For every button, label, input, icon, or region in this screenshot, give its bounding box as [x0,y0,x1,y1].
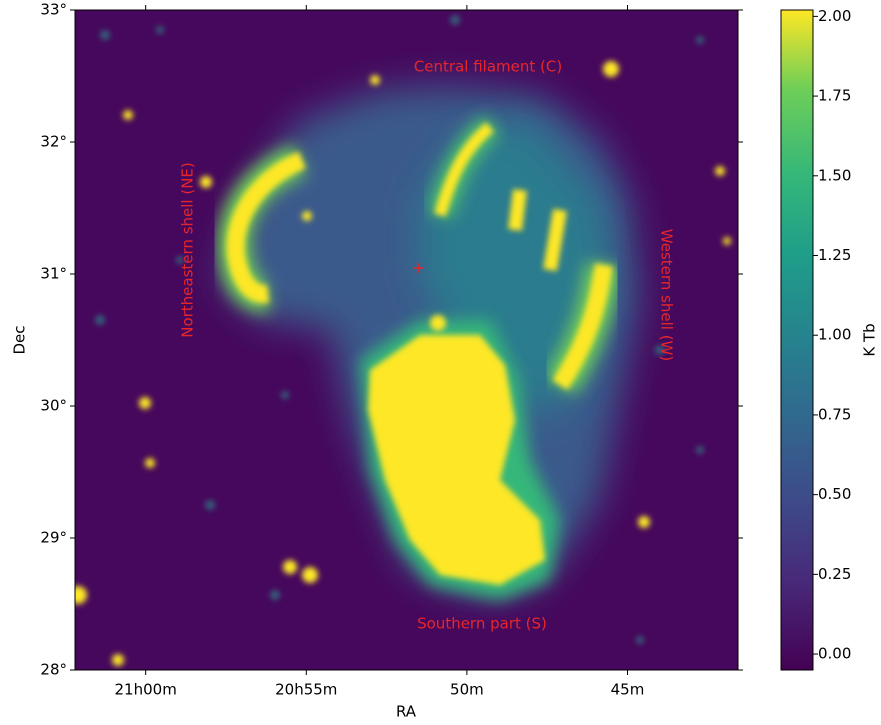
annotation: Western shell (W) [658,229,676,361]
y-tick-label: 29° [40,529,67,547]
plot-frame [74,9,739,671]
annotation: Southern part (S) [417,615,547,633]
y-tick-label: 32° [40,133,67,151]
colorbar-tick-label: 0.50 [818,485,851,503]
y-tick-label: 33° [40,1,67,19]
y-tick-label: 28° [40,661,67,679]
annotation: Central filament (C) [414,58,562,76]
colorbar-tick-label: 2.00 [818,7,851,25]
y-axis-label: Dec [11,325,29,354]
colorbar-tick-label: 1.50 [818,166,851,184]
colorbar-tick-label: 0.75 [818,405,851,423]
x-tick-label: 21h00m [115,681,177,699]
x-tick-label: 50m [450,681,484,699]
colorbar-tick-label: 1.25 [818,246,851,264]
sky-image [75,10,738,670]
annotation: Northeastern shell (NE) [179,162,197,338]
y-tick-label: 30° [40,397,67,415]
colorbar-tick-label: 1.75 [818,87,851,105]
center-marker [413,263,423,273]
colorbar [780,9,814,671]
colorbar-tick-label: 0.25 [818,565,851,583]
y-tick-label: 31° [40,265,67,283]
colorbar-label: K Tb [861,323,879,356]
colorbar-tick-label: 0.00 [818,645,851,663]
colorbar-tick-label: 1.00 [818,326,851,344]
x-tick-label: 45m [611,681,645,699]
x-axis-label: RA [396,703,417,721]
x-tick-label: 20h55m [275,681,337,699]
